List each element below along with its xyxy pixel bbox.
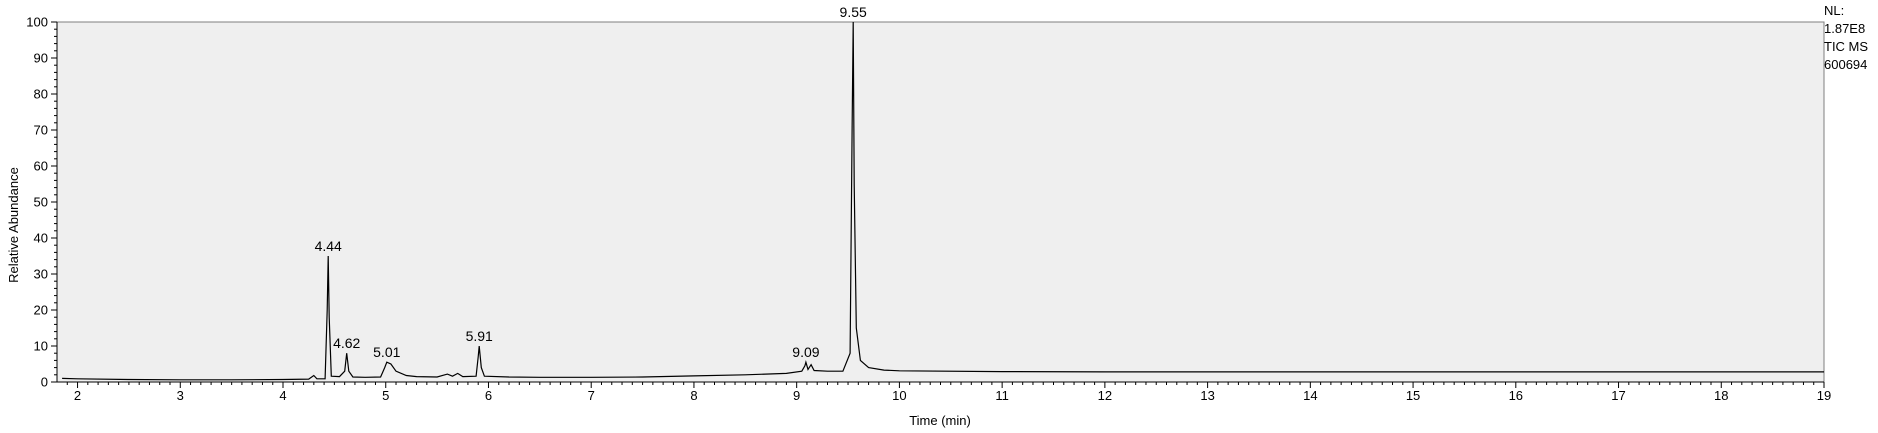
info-panel: NL: 1.87E8 TIC MS 600694 bbox=[1824, 2, 1868, 74]
peak-label: 5.01 bbox=[373, 344, 400, 360]
x-tick-label: 10 bbox=[892, 388, 906, 403]
info-normalization-label: NL: bbox=[1824, 3, 1845, 18]
x-tick-label: 18 bbox=[1714, 388, 1728, 403]
peak-label: 9.55 bbox=[840, 4, 867, 20]
y-tick-label: 90 bbox=[34, 51, 48, 66]
plot-area bbox=[56, 21, 1825, 383]
y-tick-label: 20 bbox=[34, 303, 48, 318]
x-tick-label: 17 bbox=[1611, 388, 1625, 403]
x-tick-label: 2 bbox=[74, 388, 81, 403]
x-tick-label: 9 bbox=[793, 388, 800, 403]
y-tick-label: 30 bbox=[34, 267, 48, 282]
x-tick-label: 13 bbox=[1200, 388, 1214, 403]
x-tick-label: 15 bbox=[1406, 388, 1420, 403]
peak-label: 4.44 bbox=[315, 238, 342, 254]
x-tick-label: 12 bbox=[1098, 388, 1112, 403]
y-tick-label: 40 bbox=[34, 231, 48, 246]
x-tick-label: 7 bbox=[588, 388, 595, 403]
x-tick-label: 14 bbox=[1303, 388, 1317, 403]
peak-label: 4.62 bbox=[333, 335, 360, 351]
y-tick-label: 60 bbox=[34, 159, 48, 174]
x-tick-label: 16 bbox=[1509, 388, 1523, 403]
x-tick-label: 3 bbox=[177, 388, 184, 403]
x-tick-label: 19 bbox=[1817, 388, 1831, 403]
y-tick-label: 70 bbox=[34, 123, 48, 138]
info-scan-filter: TIC MS bbox=[1824, 39, 1869, 54]
y-tick-label: 0 bbox=[41, 375, 48, 390]
y-tick-label: 80 bbox=[34, 87, 48, 102]
x-tick-label: 11 bbox=[995, 388, 1009, 403]
x-tick-label: 8 bbox=[690, 388, 697, 403]
info-normalization-value: 1.87E8 bbox=[1824, 21, 1866, 36]
y-tick-label: 10 bbox=[34, 339, 48, 354]
y-axis-label: Relative Abundance bbox=[6, 167, 21, 283]
x-axis-label: Time (min) bbox=[909, 413, 971, 428]
x-tick-label: 4 bbox=[279, 388, 286, 403]
y-tick-label: 100 bbox=[26, 15, 48, 30]
y-tick-label: 50 bbox=[34, 195, 48, 210]
info-file-id: 600694 bbox=[1824, 57, 1868, 72]
peak-label: 9.09 bbox=[792, 344, 819, 360]
x-tick-label: 5 bbox=[382, 388, 389, 403]
tic-trace bbox=[62, 21, 1824, 381]
peak-label: 5.91 bbox=[466, 328, 493, 344]
x-tick-label: 6 bbox=[485, 388, 492, 403]
